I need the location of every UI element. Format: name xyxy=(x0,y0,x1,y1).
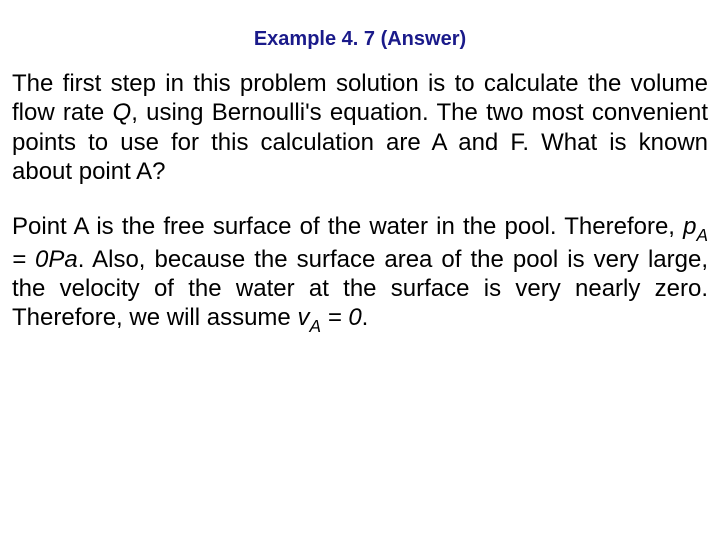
paragraph-1: The first step in this problem solution … xyxy=(12,69,708,186)
para2-pre: Point A is the free surface of the water… xyxy=(12,213,683,240)
sub-A-2: A xyxy=(309,316,321,336)
example-title: Example 4. 7 (Answer) xyxy=(12,28,708,51)
sub-A-1: A xyxy=(696,225,708,245)
eq-0: = 0 xyxy=(321,304,362,331)
var-Q: Q xyxy=(113,99,132,126)
period: . xyxy=(362,304,369,331)
var-v: v xyxy=(297,304,309,331)
paragraph-2: Point A is the free surface of the water… xyxy=(12,212,708,336)
title-text: Example 4. 7 (Answer) xyxy=(254,28,466,50)
var-p: p xyxy=(683,213,696,240)
eq-0pa: = 0Pa xyxy=(12,246,78,273)
